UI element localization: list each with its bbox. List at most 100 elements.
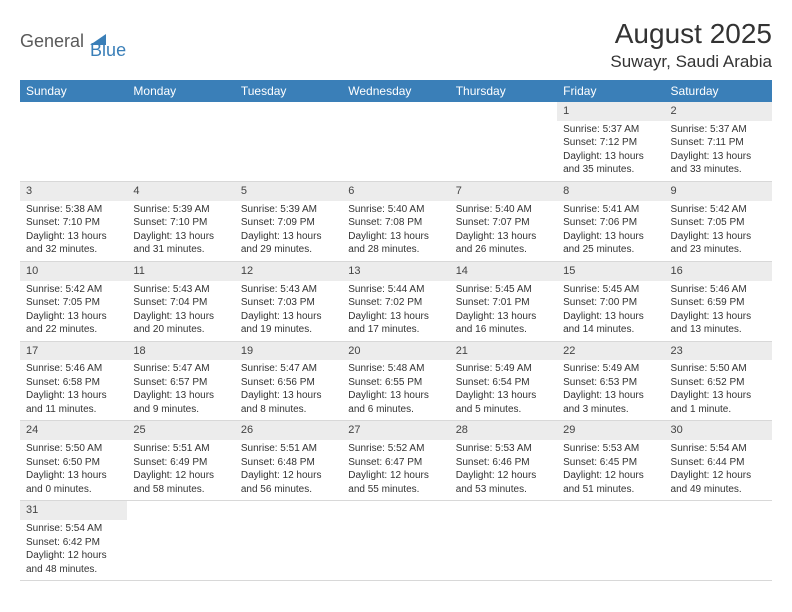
calendar-day-cell: 4Sunrise: 5:39 AMSunset: 7:10 PMDaylight… <box>127 181 234 261</box>
sunrise-text: Sunrise: 5:52 AM <box>348 442 443 456</box>
sunset-text: Sunset: 6:46 PM <box>456 456 551 470</box>
calendar-day-cell: 13Sunrise: 5:44 AMSunset: 7:02 PMDayligh… <box>342 261 449 341</box>
calendar-table: Sunday Monday Tuesday Wednesday Thursday… <box>20 80 772 581</box>
day-number: 11 <box>127 262 234 281</box>
sunset-text: Sunset: 7:08 PM <box>348 216 443 230</box>
calendar-body: 1Sunrise: 5:37 AMSunset: 7:12 PMDaylight… <box>20 102 772 581</box>
daylight-text: Daylight: 13 hours and 20 minutes. <box>133 310 228 337</box>
day-data: Sunrise: 5:47 AMSunset: 6:57 PMDaylight:… <box>127 360 234 420</box>
day-data: Sunrise: 5:42 AMSunset: 7:05 PMDaylight:… <box>20 281 127 341</box>
day-number: 13 <box>342 262 449 281</box>
day-number: 24 <box>20 421 127 440</box>
sunrise-text: Sunrise: 5:51 AM <box>133 442 228 456</box>
day-number: 22 <box>557 342 664 361</box>
day-data: Sunrise: 5:38 AMSunset: 7:10 PMDaylight:… <box>20 201 127 261</box>
sunrise-text: Sunrise: 5:45 AM <box>563 283 658 297</box>
daylight-text: Daylight: 13 hours and 33 minutes. <box>671 150 766 177</box>
calendar-day-cell <box>127 102 234 181</box>
calendar-day-cell: 6Sunrise: 5:40 AMSunset: 7:08 PMDaylight… <box>342 181 449 261</box>
calendar-day-cell <box>342 102 449 181</box>
calendar-day-cell <box>127 501 234 581</box>
sunset-text: Sunset: 7:02 PM <box>348 296 443 310</box>
day-data: Sunrise: 5:45 AMSunset: 7:01 PMDaylight:… <box>450 281 557 341</box>
logo-text-general: General <box>20 31 84 52</box>
day-data: Sunrise: 5:49 AMSunset: 6:53 PMDaylight:… <box>557 360 664 420</box>
day-number: 14 <box>450 262 557 281</box>
sunset-text: Sunset: 6:44 PM <box>671 456 766 470</box>
day-number: 26 <box>235 421 342 440</box>
sunset-text: Sunset: 6:55 PM <box>348 376 443 390</box>
weekday-header: Thursday <box>450 80 557 102</box>
calendar-day-cell <box>235 102 342 181</box>
daylight-text: Daylight: 13 hours and 23 minutes. <box>671 230 766 257</box>
sunrise-text: Sunrise: 5:50 AM <box>26 442 121 456</box>
daylight-text: Daylight: 13 hours and 25 minutes. <box>563 230 658 257</box>
sunrise-text: Sunrise: 5:49 AM <box>563 362 658 376</box>
day-data: Sunrise: 5:47 AMSunset: 6:56 PMDaylight:… <box>235 360 342 420</box>
weekday-header: Monday <box>127 80 234 102</box>
calendar-day-cell: 1Sunrise: 5:37 AMSunset: 7:12 PMDaylight… <box>557 102 664 181</box>
calendar-week-row: 24 Sunrise: 5:50 AMSunset: 6:50 PM Dayligh… <box>20 421 772 501</box>
sunrise-text: Sunrise: 5:37 AM <box>671 123 766 137</box>
day-data: Sunrise: 5:53 AMSunset: 6:46 PMDaylight:… <box>450 440 557 500</box>
sunrise-text: Sunrise: 5:40 AM <box>348 203 443 217</box>
day-data: Sunrise: 5:43 AMSunset: 7:04 PMDaylight:… <box>127 281 234 341</box>
daylight-text: Daylight: 13 hours and 11 minutes. <box>26 389 121 416</box>
calendar-week-row: 10Sunrise: 5:42 AMSunset: 7:05 PMDayligh… <box>20 261 772 341</box>
calendar-week-row: 1Sunrise: 5:37 AMSunset: 7:12 PMDaylight… <box>20 102 772 181</box>
logo-text-blue: Blue <box>90 40 126 61</box>
sunrise-text: Sunrise: 5:46 AM <box>671 283 766 297</box>
day-number: 21 <box>450 342 557 361</box>
calendar-day-cell: 30Sunrise: 5:54 AMSunset: 6:44 PMDayligh… <box>665 421 772 501</box>
sunset-text: Sunset: 7:03 PM <box>241 296 336 310</box>
sunset-text: Sunset: 6:48 PM <box>241 456 336 470</box>
calendar-day-cell <box>450 501 557 581</box>
day-number: 6 <box>342 182 449 201</box>
calendar-day-cell <box>665 501 772 581</box>
sunset-text: Sunset: 6:59 PM <box>671 296 766 310</box>
calendar-day-cell: 22Sunrise: 5:49 AMSunset: 6:53 PMDayligh… <box>557 341 664 421</box>
daylight-text: Daylight: 13 hours and 9 minutes. <box>133 389 228 416</box>
sunset-text: Sunset: 7:05 PM <box>671 216 766 230</box>
sunset-text: Sunset: 6:52 PM <box>671 376 766 390</box>
daylight-text: Daylight: 13 hours and 16 minutes. <box>456 310 551 337</box>
day-data: Sunrise: 5:49 AMSunset: 6:54 PMDaylight:… <box>450 360 557 420</box>
calendar-day-cell: 27Sunrise: 5:52 AMSunset: 6:47 PMDayligh… <box>342 421 449 501</box>
title-block: August 2025 Suwayr, Saudi Arabia <box>610 18 772 72</box>
sunset-text: Sunset: 7:07 PM <box>456 216 551 230</box>
day-number: 28 <box>450 421 557 440</box>
weekday-header: Saturday <box>665 80 772 102</box>
calendar-day-cell <box>450 102 557 181</box>
day-number: 12 <box>235 262 342 281</box>
day-number: 4 <box>127 182 234 201</box>
calendar-day-cell: 10Sunrise: 5:42 AMSunset: 7:05 PMDayligh… <box>20 261 127 341</box>
day-data: Sunrise: 5:40 AMSunset: 7:07 PMDaylight:… <box>450 201 557 261</box>
daylight-text: Daylight: 12 hours and 53 minutes. <box>456 469 551 496</box>
sunset-text: Sunset: 6:50 PM <box>26 456 121 470</box>
calendar-day-cell: 26Sunrise: 5:51 AMSunset: 6:48 PMDayligh… <box>235 421 342 501</box>
sunrise-text: Sunrise: 5:42 AM <box>26 283 121 297</box>
day-data: Sunrise: 5:39 AMSunset: 7:09 PMDaylight:… <box>235 201 342 261</box>
sunrise-text: Sunrise: 5:44 AM <box>348 283 443 297</box>
calendar-day-cell: 16Sunrise: 5:46 AMSunset: 6:59 PMDayligh… <box>665 261 772 341</box>
calendar-day-cell: 7Sunrise: 5:40 AMSunset: 7:07 PMDaylight… <box>450 181 557 261</box>
day-data: Sunrise: 5:40 AMSunset: 7:08 PMDaylight:… <box>342 201 449 261</box>
day-data: Sunrise: 5:54 AMSunset: 6:44 PMDaylight:… <box>665 440 772 500</box>
day-data: Sunrise: 5:44 AMSunset: 7:02 PMDaylight:… <box>342 281 449 341</box>
sunrise-text: Sunrise: 5:53 AM <box>563 442 658 456</box>
month-title: August 2025 <box>610 18 772 50</box>
day-number: 18 <box>127 342 234 361</box>
calendar-day-cell: 17Sunrise: 5:46 AMSunset: 6:58 PMDayligh… <box>20 341 127 421</box>
calendar-day-cell: 5Sunrise: 5:39 AMSunset: 7:09 PMDaylight… <box>235 181 342 261</box>
weekday-header: Friday <box>557 80 664 102</box>
sunset-text: Sunset: 7:04 PM <box>133 296 228 310</box>
day-data: Sunrise: 5:37 AMSunset: 7:12 PMDaylight:… <box>557 121 664 181</box>
day-data: Sunrise: 5:41 AMSunset: 7:06 PMDaylight:… <box>557 201 664 261</box>
day-number: 8 <box>557 182 664 201</box>
sunset-text: Sunset: 7:11 PM <box>671 136 766 150</box>
day-number: 23 <box>665 342 772 361</box>
logo: General Blue <box>20 18 126 61</box>
sunrise-text: Sunrise: 5:39 AM <box>133 203 228 217</box>
daylight-text: Daylight: 13 hours and 35 minutes. <box>563 150 658 177</box>
weekday-header: Tuesday <box>235 80 342 102</box>
